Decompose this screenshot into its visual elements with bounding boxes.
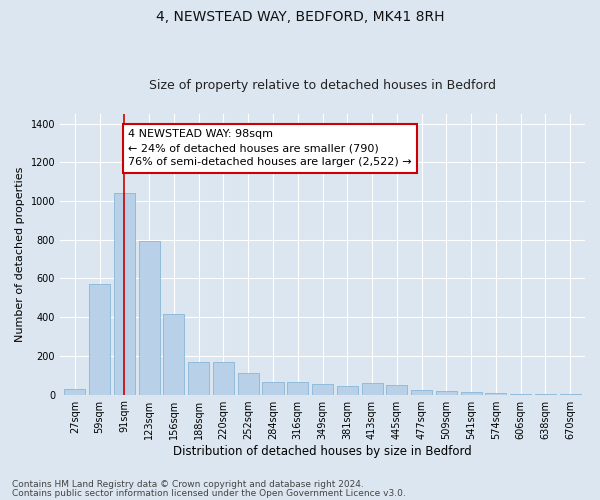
Text: 4 NEWSTEAD WAY: 98sqm
← 24% of detached houses are smaller (790)
76% of semi-det: 4 NEWSTEAD WAY: 98sqm ← 24% of detached …	[128, 130, 412, 168]
Text: Contains public sector information licensed under the Open Government Licence v3: Contains public sector information licen…	[12, 488, 406, 498]
Bar	[188, 362, 209, 394]
Bar	[139, 240, 160, 394]
Bar	[411, 390, 432, 394]
Bar	[461, 392, 482, 394]
Bar	[485, 393, 506, 394]
Bar	[386, 385, 407, 394]
Bar	[337, 386, 358, 394]
Title: Size of property relative to detached houses in Bedford: Size of property relative to detached ho…	[149, 79, 496, 92]
Bar	[163, 314, 184, 394]
X-axis label: Distribution of detached houses by size in Bedford: Distribution of detached houses by size …	[173, 444, 472, 458]
Bar	[213, 362, 234, 394]
Bar	[287, 382, 308, 394]
Bar	[312, 384, 333, 394]
Bar	[362, 383, 383, 394]
Text: 4, NEWSTEAD WAY, BEDFORD, MK41 8RH: 4, NEWSTEAD WAY, BEDFORD, MK41 8RH	[156, 10, 444, 24]
Bar	[89, 284, 110, 395]
Bar	[64, 389, 85, 394]
Y-axis label: Number of detached properties: Number of detached properties	[15, 166, 25, 342]
Bar	[114, 194, 135, 394]
Bar	[436, 391, 457, 394]
Text: Contains HM Land Registry data © Crown copyright and database right 2024.: Contains HM Land Registry data © Crown c…	[12, 480, 364, 489]
Bar	[262, 382, 284, 394]
Bar	[238, 374, 259, 394]
